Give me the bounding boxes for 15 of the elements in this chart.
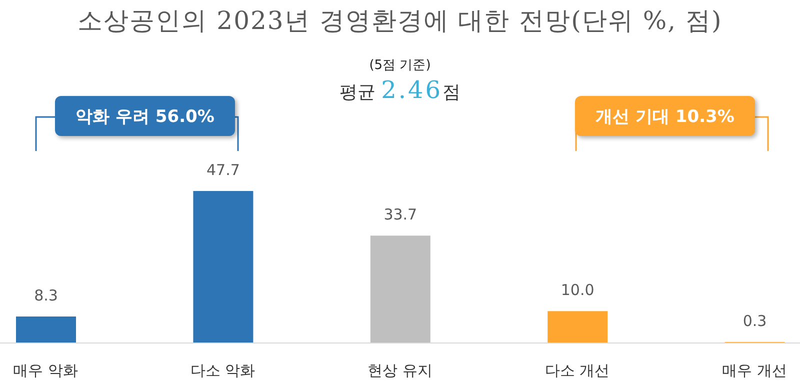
chart-title: 소상공인의 2023년 경영환경에 대한 전망(단위 %, 점) [76, 5, 724, 37]
data-label: 0.3 [742, 312, 767, 330]
data-label: 33.7 [384, 206, 418, 224]
x-tick-label: 매우 악화 [13, 362, 78, 380]
text: 악화 우려 56.0% [55, 96, 235, 136]
data-label: 47.7 [206, 161, 240, 179]
text: 평균 2.46점 [339, 76, 461, 104]
data-label: 10.0 [560, 281, 594, 300]
x-tick-label: 다소 개선 [544, 362, 610, 380]
x-tick-label: 다소 악화 [190, 362, 256, 380]
x-tick-label: 매우 개선 [722, 362, 787, 380]
x-tick-label: 현상 유지 [368, 362, 432, 380]
text: 개선 기대 10.3% [575, 96, 755, 136]
data-label: 8.3 [34, 286, 58, 305]
text: (5점 기준) [368, 57, 432, 74]
